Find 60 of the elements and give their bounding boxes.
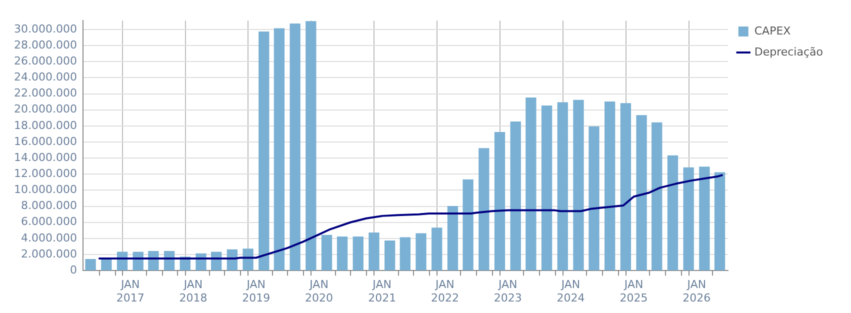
legend-label: CAPEX	[754, 24, 792, 38]
bar	[242, 248, 254, 270]
y-tick-label: 24.000.000	[14, 70, 77, 84]
bar	[416, 233, 426, 270]
x-tick-label: JAN 2025	[620, 278, 648, 304]
bar	[384, 240, 396, 270]
bar	[478, 148, 490, 270]
bar	[714, 172, 726, 270]
bar	[588, 126, 600, 270]
x-tick-label: JAN 2021	[368, 278, 396, 304]
bar	[336, 236, 348, 270]
y-tick-label: 20.000.000	[14, 102, 77, 116]
y-tick-label: 18.000.000	[14, 118, 77, 132]
legend-label: Depreciação	[754, 45, 824, 58]
bar	[368, 232, 380, 270]
x-tick-label: JAN 2020	[305, 278, 334, 304]
y-tick-label: 10.000.000	[14, 183, 77, 196]
bar	[526, 97, 536, 270]
bar	[290, 23, 300, 270]
y-tick-label: 26.000.000	[14, 54, 77, 68]
bar	[306, 21, 316, 270]
x-tick-label: JAN 2022	[430, 278, 459, 304]
bar	[85, 259, 96, 270]
bar	[274, 28, 285, 270]
y-tick-label: 28.000.000	[14, 38, 77, 52]
x-tick-label: JAN 2026	[682, 278, 711, 304]
bar	[258, 32, 270, 270]
y-tick-label: 16.000.000	[14, 134, 77, 148]
bar	[494, 132, 506, 270]
bar	[683, 167, 694, 270]
x-tick-label: JAN 2018	[179, 278, 208, 304]
x-tick-label: JAN 2023	[494, 278, 522, 304]
x-tick-label: JAN 2019	[242, 278, 270, 304]
bar	[321, 234, 332, 270]
x-tick-label: JAN 2017	[116, 278, 144, 304]
y-tick-label: 8.000.000	[20, 199, 77, 212]
bar	[447, 206, 458, 270]
bar	[667, 155, 678, 270]
y-tick-label: 14.000.000	[14, 150, 77, 164]
y-tick-label: 4.000.000	[20, 231, 77, 244]
y-tick-label: 0	[70, 263, 77, 276]
y-tick-label: 6.000.000	[20, 215, 77, 228]
bar	[652, 122, 662, 270]
bar	[400, 237, 410, 270]
bar	[541, 105, 552, 270]
bar	[604, 101, 616, 270]
x-tick-label: JAN 2024	[556, 278, 585, 304]
y-tick-label: 30.000.000	[14, 22, 77, 36]
bar	[557, 102, 568, 270]
bar	[352, 236, 364, 270]
y-tick-label: 2.000.000	[20, 247, 77, 260]
bar	[699, 166, 710, 270]
bar	[510, 122, 521, 270]
bar	[432, 228, 442, 270]
bar	[573, 100, 584, 270]
bar	[636, 115, 647, 270]
bar	[462, 179, 474, 270]
bar	[620, 103, 632, 270]
y-tick-label: 12.000.000	[14, 166, 77, 180]
y-tick-label: 22.000.000	[14, 86, 77, 100]
